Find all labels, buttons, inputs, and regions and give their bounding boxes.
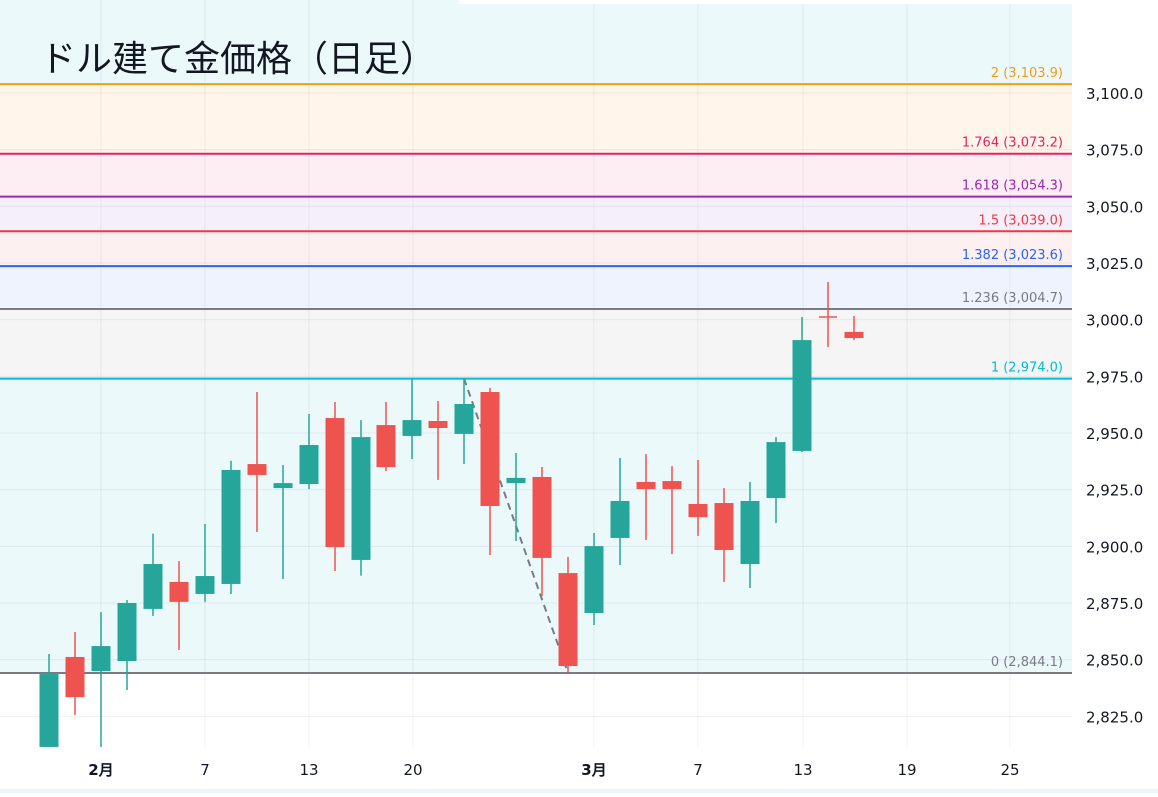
candle[interactable] — [428, 401, 448, 480]
price-tick-label: 2,925.0 — [1086, 482, 1143, 500]
candle[interactable] — [221, 460, 241, 594]
candle[interactable] — [91, 612, 111, 750]
price-tick-label: 2,850.0 — [1086, 652, 1143, 670]
time-tick-label: 25 — [1000, 761, 1019, 779]
candle[interactable] — [688, 459, 708, 536]
candle[interactable] — [195, 523, 215, 602]
band-1.618 — [0, 196, 1072, 232]
candle[interactable] — [117, 600, 137, 691]
candle[interactable] — [299, 413, 319, 489]
bottom-strip — [0, 789, 1158, 793]
time-tick-label: 20 — [403, 761, 422, 779]
top-strip — [459, 0, 1072, 4]
fibonacci-lines — [0, 83, 1072, 675]
candle[interactable] — [636, 454, 656, 540]
band-2 — [0, 84, 1072, 154]
price-tick-label: 3,100.0 — [1086, 85, 1143, 103]
fib-label-1.5: 1.5 (3,039.0) — [978, 213, 1063, 228]
fib-label-0: 0 (2,844.1) — [991, 655, 1063, 670]
candle[interactable] — [819, 282, 837, 348]
time-tick-label: 7 — [200, 761, 210, 779]
price-tick-label: 3,075.0 — [1086, 142, 1143, 160]
price-tick-label: 2,950.0 — [1086, 425, 1143, 443]
price-axis-bg[interactable] — [1072, 0, 1158, 793]
candle[interactable] — [454, 378, 474, 465]
candle[interactable] — [558, 556, 578, 674]
fib-label-2: 2 (3,103.9) — [991, 66, 1063, 81]
time-tick-label: 3月 — [581, 761, 606, 779]
fibonacci-labels: 2 (3,103.9) 1.764 (3,073.2) 1.618 (3,054.3… — [962, 66, 1063, 670]
candle[interactable] — [325, 401, 345, 572]
fib-label-1.236: 1.236 (3,004.7) — [962, 291, 1063, 306]
price-tick-label: 3,050.0 — [1086, 198, 1143, 216]
candles — [39, 282, 864, 750]
price-axis[interactable]: 3,100.0 3,075.0 3,050.0 3,025.0 3,000.0 2,975… — [1072, 0, 1158, 793]
candle[interactable] — [402, 379, 422, 460]
candle[interactable] — [792, 316, 812, 453]
band-top — [0, 0, 1072, 85]
band-1.5 — [0, 231, 1072, 267]
candle[interactable] — [766, 437, 786, 523]
candle[interactable] — [247, 391, 267, 533]
price-tick-label: 3,025.0 — [1086, 255, 1143, 273]
candle[interactable] — [714, 488, 734, 582]
band-1.236 — [0, 309, 1072, 379]
band-1.382 — [0, 266, 1072, 310]
time-tick-label: 13 — [299, 761, 318, 779]
time-axis[interactable]: 2月 7 13 20 3月 7 13 19 25 — [0, 747, 1072, 793]
candle[interactable] — [480, 387, 500, 555]
price-tick-label: 2,900.0 — [1086, 538, 1143, 556]
candle[interactable] — [65, 632, 85, 715]
time-tick-label: 13 — [793, 761, 812, 779]
time-tick-label: 19 — [897, 761, 916, 779]
fib-label-1.764: 1.764 (3,073.2) — [962, 136, 1063, 151]
candle[interactable] — [351, 420, 371, 576]
price-tick-label: 2,825.0 — [1086, 708, 1143, 726]
candle[interactable] — [39, 654, 59, 750]
fib-label-1: 1 (2,974.0) — [991, 361, 1063, 376]
time-tick-label: 2月 — [88, 761, 113, 779]
candle[interactable] — [376, 401, 396, 472]
time-tick-label: 7 — [693, 761, 703, 779]
fib-label-1.382: 1.382 (3,023.6) — [962, 248, 1063, 263]
chart-title: ドル建て金価格（日足） — [40, 39, 437, 80]
candle[interactable] — [143, 533, 163, 616]
candle[interactable] — [844, 316, 864, 341]
candle[interactable] — [273, 464, 293, 579]
candle[interactable] — [610, 457, 630, 565]
candle[interactable] — [169, 561, 189, 650]
candle[interactable] — [584, 532, 604, 625]
candle[interactable] — [662, 466, 682, 555]
price-tick-label: 2,975.0 — [1086, 368, 1143, 386]
time-axis-bg[interactable] — [0, 747, 1072, 793]
price-tick-label: 2,875.0 — [1086, 595, 1143, 613]
band-1.764 — [0, 153, 1072, 197]
candle[interactable] — [740, 481, 760, 589]
candle[interactable] — [532, 467, 552, 596]
fib-label-1.618: 1.618 (3,054.3) — [962, 179, 1063, 194]
candle[interactable] — [506, 452, 526, 541]
price-tick-label: 3,000.0 — [1086, 312, 1143, 330]
